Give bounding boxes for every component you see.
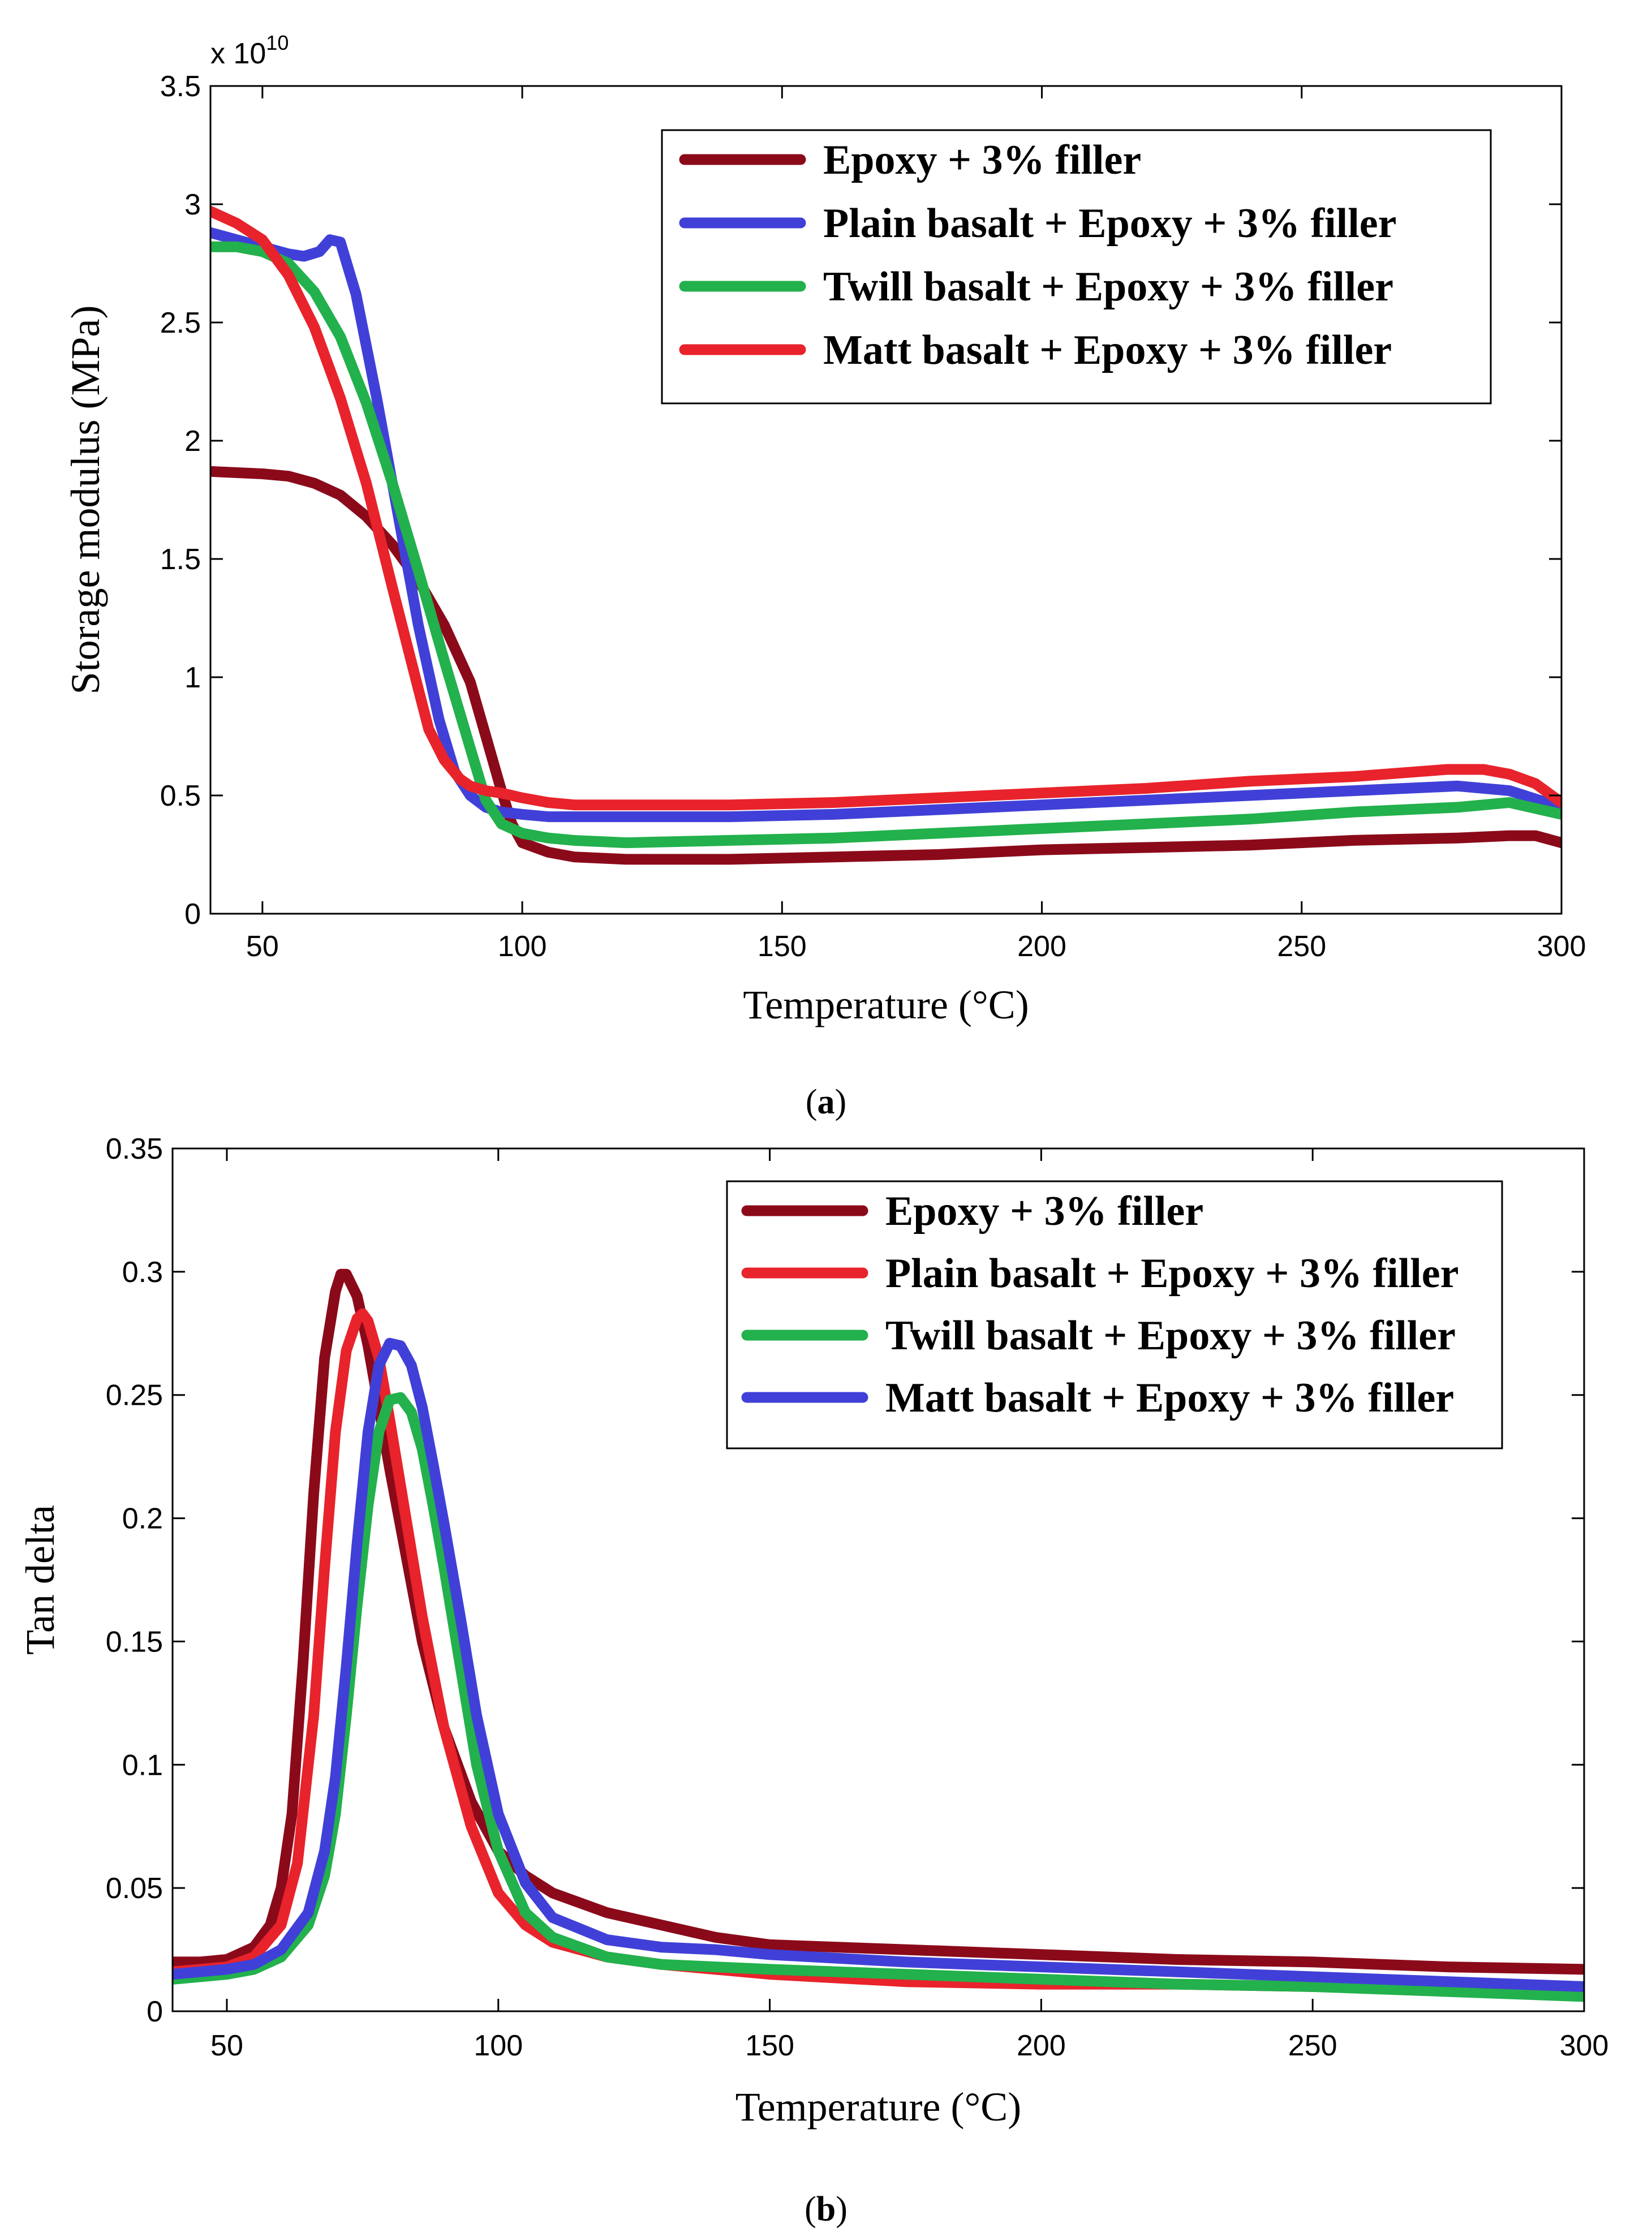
legend-label-1: Epoxy + 3% filler [823,137,1141,183]
y-tick-label: 0.35 [106,1133,163,1165]
x-axis-label: Temperature (°C) [735,2084,1022,2130]
series-line-4 [210,206,1561,811]
legend-label-2: Plain basalt + Epoxy + 3% filler [823,200,1397,247]
y-tick-label: 1.5 [160,543,201,576]
series-line-1 [210,466,1561,865]
series-group [210,206,1561,865]
caption-b: (b) [805,2190,847,2229]
legend-box [661,129,1492,405]
legend-label-2: Plain basalt + Epoxy + 3% filler [885,1250,1459,1297]
axes-frame [171,1147,1585,2012]
y-tick-label: 1 [184,661,201,694]
y-tick-label: 0.15 [106,1625,163,1658]
x-tick-label: 300 [1560,2029,1609,2062]
y-tick-label: 0 [184,898,201,931]
legend: Epoxy + 3% filler Plain basalt + Epoxy + … [661,129,1492,405]
x-tick-label: 100 [498,930,547,963]
legend-label-3: Twill basalt + Epoxy + 3% filler [885,1313,1456,1359]
y-tick-label: 2 [184,425,201,458]
x-tick-label: 200 [1017,2029,1066,2062]
x-tick-label: 50 [246,930,279,963]
legend-label-4: Matt basalt + Epoxy + 3% filler [885,1375,1454,1421]
legend-box [726,1180,1503,1449]
series-group [173,1268,1584,2002]
y-tick-label: 0.25 [106,1379,163,1412]
series-line-4 [173,1337,1584,1992]
y-axis-label: Tan delta [18,1505,63,1655]
legend-label-3: Twill basalt + Epoxy + 3% filler [823,264,1393,310]
x-tick-label: 50 [210,2029,243,2062]
series-line-3 [210,241,1561,849]
caption-a: (a) [806,1083,846,1121]
x-tick-label: 250 [1277,930,1326,963]
axes-frame [209,85,1563,915]
legend: Epoxy + 3% filler Plain basalt + Epoxy + … [726,1180,1503,1449]
y-tick-label: 0.1 [122,1749,163,1782]
y-tick-label: 0 [147,1995,163,2028]
x-axis-label: Temperature (°C) [743,982,1029,1027]
y-tick-label: 2.5 [160,307,201,339]
y-tick-label: 3 [184,188,201,221]
x-tick-label: 150 [745,2029,794,2062]
x-tick-label: 200 [1017,930,1066,963]
x-tick-label: 100 [474,2029,523,2062]
x-tick-label: 300 [1537,930,1586,963]
x-tick-label: 250 [1288,2029,1337,2062]
y-tick-label: 0.05 [106,1872,163,1905]
series-line-2 [173,1308,1584,1995]
series-line-1 [173,1268,1584,1975]
legend-label-1: Epoxy + 3% filler [885,1188,1203,1234]
y-multiplier-exponent: 10 [266,31,289,54]
chart-b-tan-delta: 50 100 150 200 250 300 0 0.05 0.1 0.15 0.2 0.25 0.3 0… [18,1133,1608,2130]
y-axis-label: Storage modulus (MPa) [63,306,108,695]
y-tick-label: 3.5 [160,70,201,103]
y-tick-label: 0.5 [160,780,201,812]
y-tick-label: 0.3 [122,1256,163,1289]
y-tick-label: 0.2 [122,1503,163,1535]
x-tick-label: 150 [758,930,807,963]
legend-label-4: Matt basalt + Epoxy + 3% filler [823,327,1392,373]
